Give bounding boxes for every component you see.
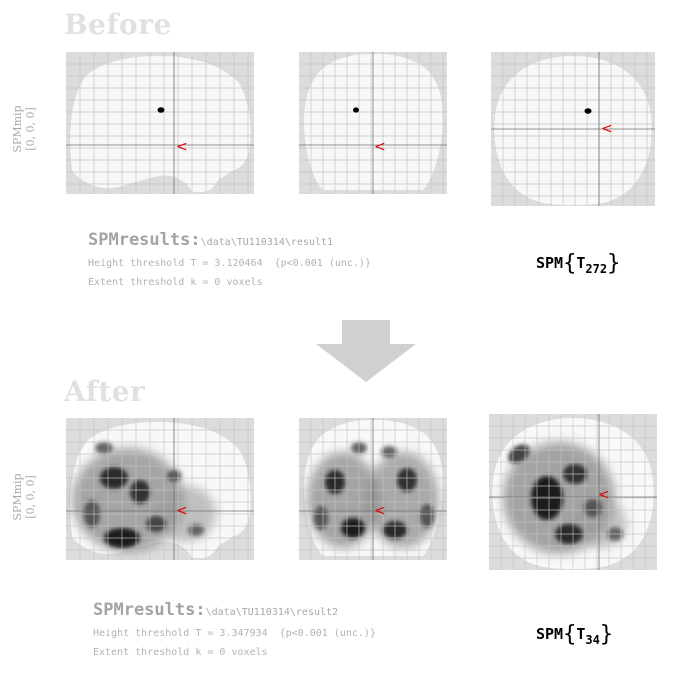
mip-sagittal-after xyxy=(66,418,254,560)
stat-df: 272 xyxy=(585,262,608,276)
height-threshold: Height threshold T = 3.120464 {p<0.001 (… xyxy=(88,258,371,269)
cursor-marker: < xyxy=(374,503,386,519)
mip-side-label-before: SPMmip [0, 0, 0] xyxy=(11,69,37,189)
stat-df: 34 xyxy=(585,633,600,647)
extent-threshold: Extent threshold k = 0 voxels xyxy=(93,647,268,658)
mip-coronal-before xyxy=(299,52,447,194)
results-header: SPMresults:\data\TU110314\result2 xyxy=(93,600,376,620)
stat-letter: T xyxy=(576,254,586,272)
cursor-marker: < xyxy=(374,139,386,155)
mip-grid xyxy=(66,418,254,560)
mip-coords: [0, 0, 0] xyxy=(24,107,37,151)
results-info-after: SPMresults:\data\TU110314\result2 Height… xyxy=(93,600,376,658)
cursor-marker: < xyxy=(176,503,188,519)
results-label: SPMresults: xyxy=(93,600,206,620)
stat-prefix: SPM xyxy=(536,254,564,272)
cursor-marker: < xyxy=(598,487,610,503)
results-info-before: SPMresults:\data\TU110314\result1 Height… xyxy=(88,230,371,288)
stat-label-before: SPM{T272} xyxy=(536,251,620,276)
extent-threshold: Extent threshold k = 0 voxels xyxy=(88,277,263,288)
cursor-marker: < xyxy=(601,121,613,137)
height-threshold: Height threshold T = 3.347934 {p<0.001 (… xyxy=(93,628,376,639)
mip-name: SPMmip xyxy=(11,473,24,521)
results-path: \data\TU110314\result2 xyxy=(205,607,339,618)
stat-open-brace: { xyxy=(563,251,577,276)
after-title: After xyxy=(64,375,146,408)
results-label: SPMresults: xyxy=(88,230,201,250)
mip-grid xyxy=(66,52,254,194)
stat-close-brace: } xyxy=(599,622,614,647)
mip-sagittal-before xyxy=(66,52,254,194)
mip-coords: [0, 0, 0] xyxy=(24,475,37,519)
stat-label-after: SPM{T34} xyxy=(536,622,613,647)
cursor-marker: < xyxy=(176,139,188,155)
mip-axial-after xyxy=(489,414,657,570)
results-header: SPMresults:\data\TU110314\result1 xyxy=(88,230,371,250)
mip-grid xyxy=(489,414,657,570)
stat-letter: T xyxy=(576,625,586,643)
mip-side-label-after: SPMmip [0, 0, 0] xyxy=(11,437,37,557)
mip-coronal-after xyxy=(299,418,447,560)
stat-prefix: SPM xyxy=(536,625,564,643)
before-title: Before xyxy=(64,8,172,41)
mip-name: SPMmip xyxy=(11,105,24,153)
down-arrow xyxy=(316,320,416,382)
results-path: \data\TU110314\result1 xyxy=(200,237,334,248)
stat-close-brace: } xyxy=(607,251,621,276)
stat-open-brace: { xyxy=(563,622,577,647)
mip-axial-before xyxy=(491,52,655,206)
